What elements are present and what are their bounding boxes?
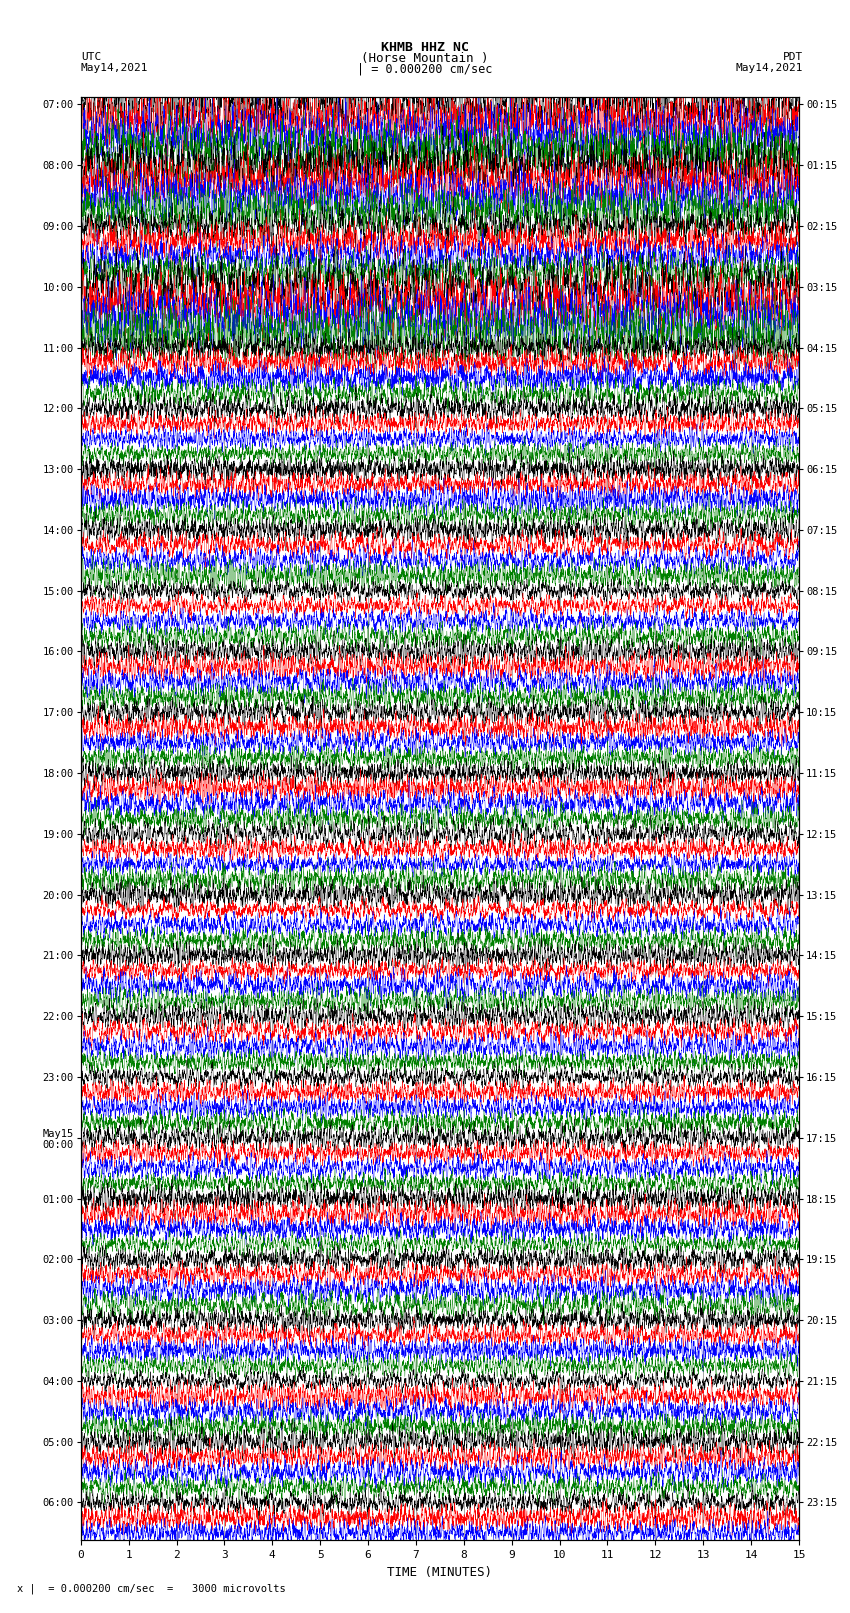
Text: May14,2021: May14,2021: [736, 63, 803, 73]
Text: UTC: UTC: [81, 52, 101, 61]
Text: KHMB HHZ NC: KHMB HHZ NC: [381, 40, 469, 53]
Text: | = 0.000200 cm/sec: | = 0.000200 cm/sec: [357, 63, 493, 76]
Text: x |  = 0.000200 cm/sec  =   3000 microvolts: x | = 0.000200 cm/sec = 3000 microvolts: [17, 1582, 286, 1594]
X-axis label: TIME (MINUTES): TIME (MINUTES): [388, 1566, 492, 1579]
Text: PDT: PDT: [783, 52, 803, 61]
Text: May14,2021: May14,2021: [81, 63, 148, 73]
Text: (Horse Mountain ): (Horse Mountain ): [361, 52, 489, 65]
